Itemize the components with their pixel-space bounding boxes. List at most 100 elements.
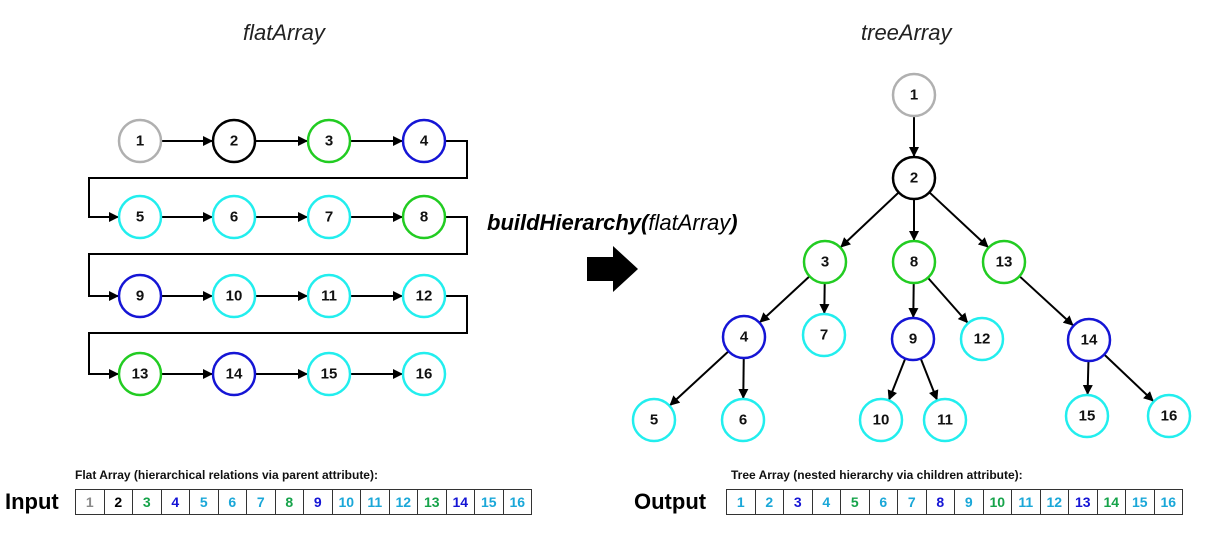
flat-node-14-circle [211,351,257,397]
tree-edge-13-14 [1018,275,1074,326]
tree-node-3-circle [802,239,848,285]
tree-node-11-label: 11 [937,412,953,429]
input-cell-15: 15 [474,489,504,515]
tree-node-1: 1 [891,72,937,118]
flat-node-10: 10 [211,273,257,319]
input-cell-1: 1 [75,489,105,515]
flat-node-14-label: 14 [226,366,243,383]
tree-node-4-label: 4 [740,329,749,346]
tree-edge-9-11 [919,358,939,401]
tree-node-16: 16 [1146,393,1192,439]
input-cell-3: 3 [132,489,162,515]
output-cell-15: 15 [1125,489,1155,515]
tree-node-8-circle [891,239,937,285]
tree-node-7-label: 7 [820,327,828,344]
tree-node-7-circle [801,312,847,358]
output-array-table: 1 2 3 4 5 6 7 8 9 10 11 12 13 14 15 16 [726,489,1183,515]
flat-node-3-circle [306,118,352,164]
tree-node-13: 13 [981,239,1027,285]
flat-node-7-label: 7 [325,209,333,226]
flat-node-2-circle [211,118,257,164]
output-cell-4: 4 [811,489,841,515]
input-array-row: 1 2 3 4 5 6 7 8 9 10 11 12 13 14 15 16 [75,489,532,515]
tree-node-11-circle [922,397,968,443]
flat-node-10-label: 10 [226,288,243,305]
tree-array-caption: Tree Array (nested hierarchy via childre… [731,468,1023,482]
output-label: Output [634,489,707,514]
tree-node-6: 6 [720,397,766,443]
output-cell-12: 12 [1039,489,1069,515]
output-cell-10: 10 [982,489,1012,515]
tree-edge-14-16 [1103,353,1154,402]
input-cell-10: 10 [331,489,361,515]
flat-node-7-circle [306,194,352,240]
flat-link-8-9 [88,216,468,301]
output-cell-3: 3 [783,489,813,515]
tree-node-5: 5 [631,397,677,443]
flat-node-16: 16 [401,351,447,397]
flat-node-12-circle [401,273,447,319]
flat-node-4-label: 4 [420,133,429,150]
tree-node-10: 10 [858,397,904,443]
tree-node-10-label: 10 [873,412,890,429]
tree-node-10-circle [858,397,904,443]
flat-node-15-circle [306,351,352,397]
flat-array-caption: Flat Array (hierarchical relations via p… [75,468,378,482]
flat-node-1-circle [117,118,163,164]
tree-node-16-label: 16 [1161,408,1178,425]
flat-node-2: 2 [211,118,257,164]
input-cell-2: 2 [103,489,133,515]
flat-node-14: 14 [211,351,257,397]
flat-node-15: 15 [306,351,352,397]
flat-node-8-circle [401,194,447,240]
output-cell-16: 16 [1153,489,1183,515]
tree-node-6-label: 6 [739,412,747,429]
input-array-table: 1 2 3 4 5 6 7 8 9 10 11 12 13 14 15 16 [75,489,532,515]
output-array-row: 1 2 3 4 5 6 7 8 9 10 11 12 13 14 15 16 [726,489,1183,515]
tree-node-3-label: 3 [821,254,829,271]
tree-node-2: 2 [891,155,937,201]
tree-node-7: 7 [801,312,847,358]
tree-node-4: 4 [721,314,767,360]
flat-node-13: 13 [117,351,163,397]
function-close-paren: ) [730,210,738,235]
flat-node-12-label: 12 [416,288,433,305]
input-cell-5: 5 [189,489,219,515]
tree-node-11: 11 [922,397,968,443]
flat-node-1-label: 1 [136,133,144,150]
input-cell-4: 4 [160,489,190,515]
flat-node-7: 7 [306,194,352,240]
flat-node-8-label: 8 [420,209,428,226]
function-call-label: buildHierarchy(flatArray) [487,210,738,236]
tree-node-13-circle [981,239,1027,285]
tree-node-5-label: 5 [650,412,658,429]
tree-node-15-circle [1064,393,1110,439]
flat-node-16-circle [401,351,447,397]
flat-node-11-circle [306,273,352,319]
input-cell-12: 12 [388,489,418,515]
tree-edge-2-13 [928,191,989,248]
input-cell-13: 13 [417,489,447,515]
flat-node-15-label: 15 [321,366,338,383]
tree-node-8: 8 [891,239,937,285]
tree-edge-14-15 [1082,360,1093,396]
flat-link-12-13 [88,295,468,379]
tree-node-9: 9 [890,316,936,362]
flat-node-12: 12 [401,273,447,319]
flat-node-6-circle [211,194,257,240]
flat-link-4-5 [88,140,468,222]
tree-node-13-label: 13 [996,254,1013,271]
flat-array-links [88,136,468,379]
tree-node-2-label: 2 [910,170,918,187]
flat-node-4-circle [401,118,447,164]
tree-node-15-label: 15 [1079,408,1096,425]
flat-node-9: 9 [117,273,163,319]
tree-node-2-circle [891,155,937,201]
flat-node-3-label: 3 [325,133,333,150]
input-cell-16: 16 [502,489,532,515]
input-cell-8: 8 [274,489,304,515]
output-cell-7: 7 [897,489,927,515]
function-argument: flatArray [648,210,731,235]
